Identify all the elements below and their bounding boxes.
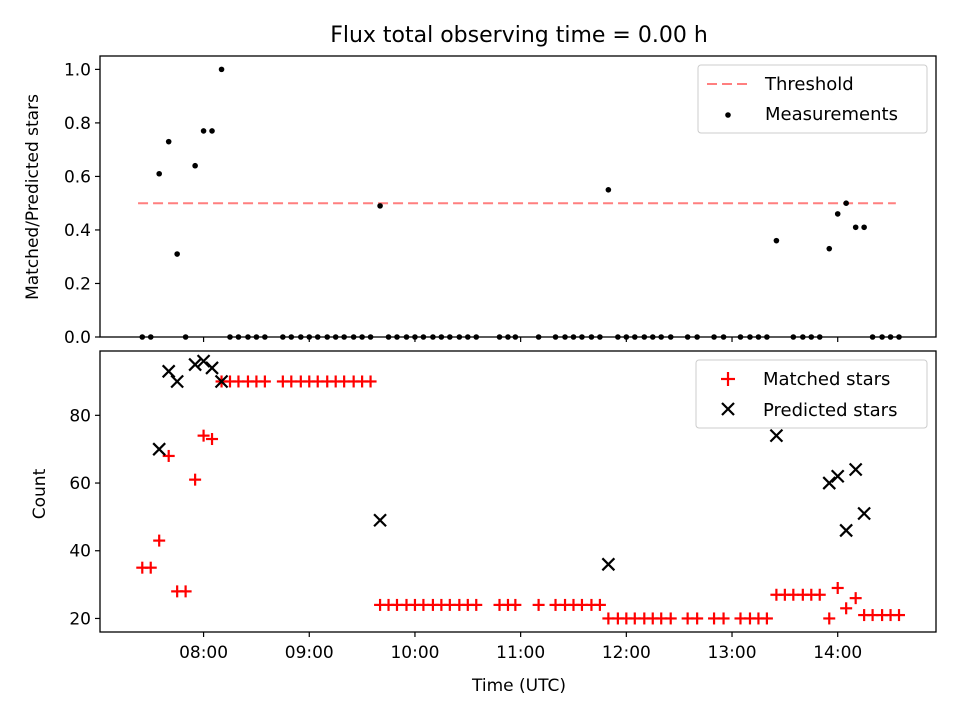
measurement-point	[200, 128, 207, 134]
bottom-legend-box	[695, 359, 928, 429]
matched-legend-swatch	[721, 372, 735, 386]
measurement-point	[852, 224, 859, 231]
predicted-star-point	[196, 354, 211, 368]
top-grid-ticks: 0.0 0.2 0.4 0.6 0.8 1.0	[64, 60, 839, 348]
predicted-star-point	[170, 374, 184, 389]
top-legend: Threshold Measurements	[697, 64, 928, 134]
matched-star-point	[532, 598, 545, 611]
predicted-star-point	[188, 357, 202, 372]
measurement-point	[834, 211, 841, 217]
x-tick-label: 08:00	[179, 643, 228, 663]
matched-star-point	[664, 612, 677, 625]
matched-star-point	[691, 612, 704, 625]
bottom-panel: 20 40 60 80 08:00 09:00 10:00 11:00 12:00 13:00 14…	[30, 350, 937, 696]
bottom-ylabel: Count	[30, 468, 50, 519]
matched-star-point	[189, 473, 202, 486]
matched-star-point	[470, 598, 483, 611]
matched-star-point	[813, 588, 826, 601]
matched-star-point	[823, 612, 836, 625]
measurement-point	[773, 237, 780, 244]
y-tick-label: 20	[69, 609, 91, 629]
predicted-legend-label: Predicted stars	[763, 400, 897, 421]
x-axis-label: Time (UTC)	[471, 676, 566, 696]
bottom-legend: Matched stars Predicted stars	[695, 359, 928, 429]
y-tick-label: 80	[69, 406, 91, 426]
y-tick-label: 60	[69, 474, 91, 494]
measurement-point	[218, 66, 225, 73]
measurement-point	[156, 170, 162, 177]
matched-star-point	[593, 598, 606, 611]
matched-star-point	[893, 609, 906, 622]
matched-star-point	[162, 449, 175, 462]
predicted-star-point	[152, 442, 166, 456]
top-axes-frame	[99, 55, 937, 338]
x-tick-label: 09:00	[285, 643, 334, 663]
matched-star-point	[831, 581, 844, 594]
bottom-grid-ticks: 20 40 60 80 08:00 09:00 10:00 11:00 12:00 13:00 14…	[69, 406, 862, 663]
matched-stars-markers	[136, 375, 906, 625]
top-ylabel: Matched/Predicted stars	[23, 94, 43, 300]
measurement-point	[174, 251, 180, 257]
predicted-star-point	[214, 374, 229, 389]
measurement-point	[377, 203, 383, 209]
predicted-star-point	[769, 428, 784, 443]
measurement-point	[192, 162, 198, 169]
measurements-legend-label: Measurements	[765, 104, 898, 125]
measurement-point	[826, 245, 833, 252]
matched-star-point	[144, 561, 157, 574]
y-tick-label: 0.2	[64, 274, 91, 294]
matched-star-point	[760, 612, 773, 625]
predicted-star-point	[830, 469, 845, 484]
y-tick-label: 0.0	[64, 328, 91, 348]
x-tick-label: 11:00	[496, 643, 545, 663]
y-tick-label: 0.8	[64, 114, 91, 134]
matched-star-point	[153, 534, 166, 547]
y-tick-label: 40	[69, 542, 91, 562]
predicted-star-point	[373, 513, 387, 528]
predicted-star-point	[822, 476, 837, 490]
measurement-point	[165, 138, 172, 145]
predicted-star-point	[205, 361, 219, 375]
measurement-point	[861, 224, 867, 231]
measurements-legend-swatch	[725, 112, 731, 118]
matched-star-point	[509, 598, 522, 611]
matched-star-point	[197, 429, 210, 442]
predicted-star-point	[848, 462, 863, 477]
predicted-star-point	[857, 506, 871, 521]
measurement-point	[605, 187, 612, 193]
matched-star-point	[717, 612, 730, 625]
bottom-axes-frame	[99, 350, 937, 633]
predicted-star-point	[601, 557, 616, 572]
matched-star-point	[849, 592, 862, 605]
x-tick-label: 10:00	[390, 643, 439, 663]
measurement-point	[209, 128, 215, 134]
matched-star-point	[206, 433, 219, 446]
matched-star-point	[258, 375, 271, 388]
y-tick-label: 0.4	[64, 221, 91, 241]
x-tick-label: 12:00	[602, 643, 651, 663]
top-legend-box	[697, 64, 928, 134]
predicted-star-point	[161, 364, 176, 379]
y-tick-label: 0.6	[64, 167, 91, 187]
matched-star-point	[840, 602, 853, 615]
top-panel: 0.0 0.2 0.4 0.6 0.8 1.0 Matched/Predicted sta…	[23, 55, 937, 348]
measurement-point	[843, 200, 849, 206]
predicted-star-point	[839, 523, 853, 538]
matched-star-point	[179, 585, 192, 598]
predicted-stars-markers	[152, 354, 871, 572]
matched-legend-label: Matched stars	[763, 369, 890, 390]
x-tick-label: 14:00	[813, 643, 862, 663]
y-tick-label: 1.0	[64, 60, 91, 80]
matched-star-point	[364, 375, 377, 388]
threshold-legend-label: Threshold	[764, 74, 854, 95]
chart-title: Flux total observing time = 0.00 h	[330, 23, 708, 48]
predicted-legend-swatch	[721, 402, 735, 416]
x-tick-label: 13:00	[708, 643, 757, 663]
